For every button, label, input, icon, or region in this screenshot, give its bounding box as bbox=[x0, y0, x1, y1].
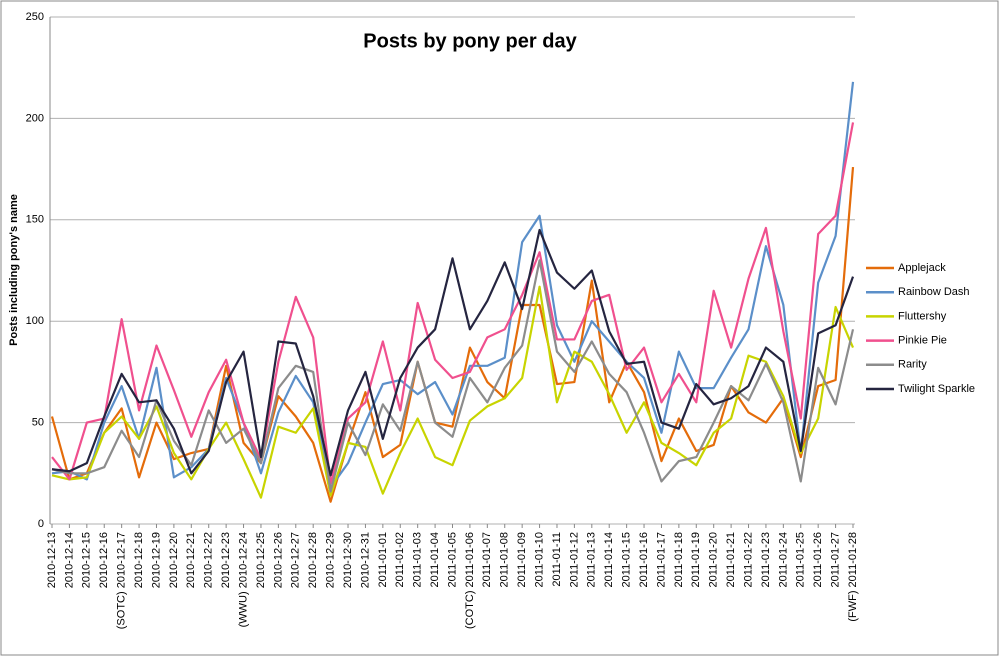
x-tick-label: 2011-01-03 bbox=[412, 532, 424, 587]
x-tick-label: 2011-01-23 bbox=[760, 532, 772, 587]
x-tick-label: 2011-01-14 bbox=[603, 532, 615, 587]
x-tick-label: 2010-12-15 bbox=[81, 532, 93, 588]
x-tick-label: 2010-12-23 bbox=[220, 532, 232, 588]
legend-label: Rainbow Dash bbox=[898, 286, 970, 298]
x-tick-label: 2010-12-25 bbox=[255, 532, 267, 588]
y-axis-label: Posts including pony's name bbox=[8, 194, 20, 346]
series-line bbox=[51, 228, 855, 477]
x-tick-label: 2011-01-26 bbox=[812, 532, 824, 587]
x-tick-label: 2011-01-25 bbox=[795, 532, 807, 587]
x-tick-label: (COTC) 2011-01-06 bbox=[464, 532, 476, 629]
series-line bbox=[51, 285, 855, 499]
x-tick-label: 2011-01-07 bbox=[481, 532, 493, 587]
legend-label: Fluttershy bbox=[898, 310, 947, 322]
x-tick-label: 2011-01-18 bbox=[673, 532, 685, 587]
legend-label: Pinkie Pie bbox=[898, 335, 947, 347]
chart-title: Posts by pony per day bbox=[363, 30, 577, 52]
legend-label: Rarity bbox=[898, 359, 927, 371]
x-tick-label: 2010-12-19 bbox=[150, 532, 162, 588]
y-tick-label: 50 bbox=[32, 417, 44, 429]
x-tick-label: 2011-01-17 bbox=[655, 532, 667, 587]
legend-label: Twilight Sparkle bbox=[898, 383, 975, 395]
x-tick-label: (WWU) 2010-12-24 bbox=[237, 532, 249, 627]
x-tick-label: 2010-12-16 bbox=[98, 532, 110, 588]
x-tick-label: 2010-12-26 bbox=[272, 532, 284, 588]
x-tick-label: 2011-01-22 bbox=[742, 532, 754, 587]
y-tick-label: 0 bbox=[38, 518, 44, 530]
series-line bbox=[51, 122, 855, 485]
x-tick-label: 2011-01-13 bbox=[586, 532, 598, 587]
y-tick-label: 150 bbox=[26, 214, 44, 226]
x-tick-label: (FWF) 2011-01-28 bbox=[847, 532, 859, 622]
y-tick-label: 100 bbox=[26, 315, 44, 327]
x-tick-label: 2011-01-27 bbox=[829, 532, 841, 587]
x-tick-label: 2011-01-11 bbox=[551, 532, 563, 587]
x-tick-label: 2011-01-15 bbox=[621, 532, 633, 587]
x-tick-label: 2010-12-21 bbox=[185, 532, 197, 588]
x-tick-label: 2010-12-27 bbox=[290, 532, 302, 588]
x-tick-label: 2011-01-24 bbox=[777, 532, 789, 587]
x-tick-label: 2010-12-18 bbox=[133, 532, 145, 588]
y-tick-label: 250 bbox=[26, 11, 44, 23]
x-tick-label: 2010-12-14 bbox=[63, 532, 75, 588]
x-tick-label: (SOTC) 2010-12-17 bbox=[116, 532, 128, 629]
legend-label: Applejack bbox=[898, 262, 946, 274]
x-tick-label: 2011-01-20 bbox=[708, 532, 720, 587]
x-tick-label: 2011-01-10 bbox=[533, 532, 545, 587]
x-tick-label: 2011-01-04 bbox=[429, 532, 441, 587]
series-line bbox=[50, 166, 855, 503]
x-tick-label: 2010-12-22 bbox=[203, 532, 215, 588]
x-tick-label: 2011-01-01 bbox=[377, 532, 389, 587]
x-tick-label: 2010-12-13 bbox=[46, 532, 58, 588]
x-tick-label: 2010-12-28 bbox=[307, 532, 319, 588]
x-tick-label: 2011-01-08 bbox=[499, 532, 511, 587]
x-tick-label: 2010-12-20 bbox=[168, 532, 180, 588]
x-tick-label: 2011-01-12 bbox=[568, 532, 580, 587]
x-tick-label: 2011-01-05 bbox=[446, 532, 458, 587]
x-tick-label: 2010-12-30 bbox=[342, 532, 354, 588]
y-tick-label: 200 bbox=[26, 112, 44, 124]
x-tick-label: 2011-01-16 bbox=[638, 532, 650, 587]
x-tick-label: 2011-01-09 bbox=[516, 532, 528, 587]
x-tick-label: 2011-01-21 bbox=[725, 532, 737, 587]
x-tick-label: 2011-01-02 bbox=[394, 532, 406, 587]
x-tick-label: 2011-01-19 bbox=[690, 532, 702, 587]
x-tick-label: 2010-12-29 bbox=[325, 532, 337, 588]
x-tick-label: 2010-12-31 bbox=[359, 532, 371, 588]
